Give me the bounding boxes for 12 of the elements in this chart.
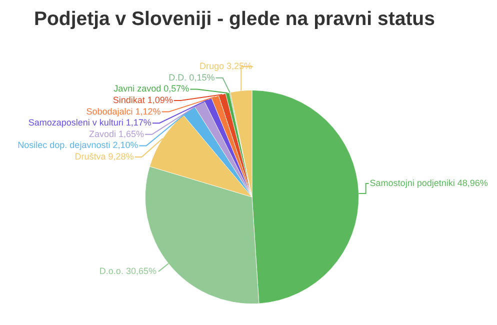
slice-label: Javni zavod 0,57% <box>114 84 190 94</box>
chart-title: Podjetja v Sloveniji - glede na pravni status <box>34 8 435 31</box>
slice-label: Drugo 3,25% <box>199 61 252 72</box>
slice-label: Samostojni podjetniki 48,96% <box>370 178 488 188</box>
slice-label: D.o.o. 30,65% <box>99 266 156 276</box>
slice-label: Zavodi 1,65% <box>88 128 144 139</box>
slice-label: Sobodajalci 1,12% <box>86 106 161 116</box>
slice-label: D.D. 0,15% <box>168 72 215 82</box>
slice-label: Nosilec dop. dejavnosti 2,10% <box>18 140 138 150</box>
slice-label: Sindikat 1,09% <box>112 94 173 105</box>
slice-label: Društva 9,28% <box>74 151 134 162</box>
slice-label: Samozaposleni v kulturi 1,17% <box>28 118 152 128</box>
